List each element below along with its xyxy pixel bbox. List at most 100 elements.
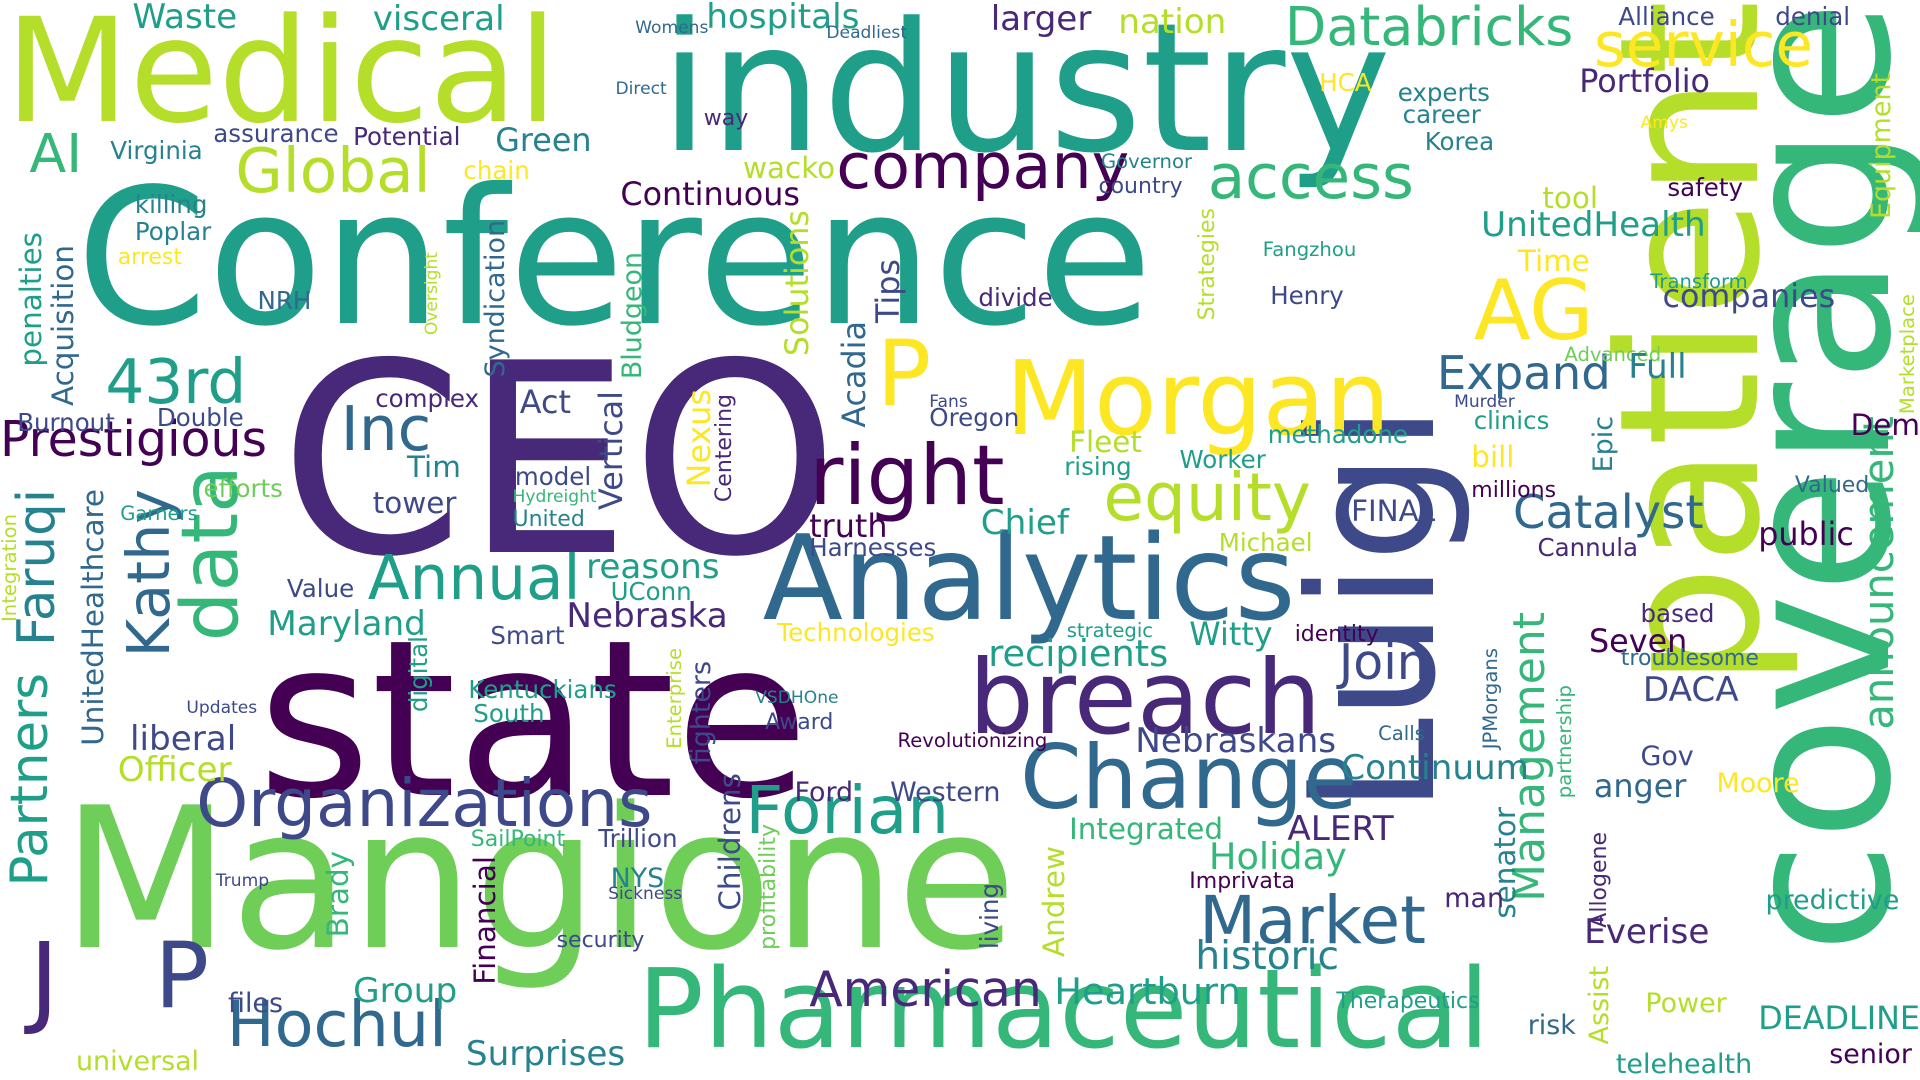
cloud-word: Pharmaceutical <box>637 945 1490 1073</box>
cloud-word: nation <box>1118 1 1227 42</box>
cloud-word: anger <box>1593 767 1687 805</box>
cloud-word: files <box>228 987 283 1019</box>
cloud-word: Officer <box>117 750 232 791</box>
cloud-word: Murder <box>1454 391 1515 412</box>
cloud-word: chain <box>463 156 530 185</box>
cloud-word: announcement <box>1853 415 1903 730</box>
cloud-word: Continuous <box>620 175 800 213</box>
cloud-word: tower <box>372 486 457 521</box>
cloud-word: VSDHOne <box>755 687 839 708</box>
cloud-word: company <box>836 128 1130 203</box>
cloud-word: Equipment <box>1865 73 1897 220</box>
cloud-word: Prestigious <box>0 410 267 468</box>
cloud-word: Michael <box>1218 527 1313 557</box>
cloud-word: killing <box>134 190 208 220</box>
cloud-word: J <box>29 920 59 1038</box>
cloud-word: Integrated <box>1069 811 1224 846</box>
cloud-word: Garners <box>120 501 198 525</box>
cloud-word: predictive <box>1765 885 1900 916</box>
cloud-word: Group <box>353 970 458 1011</box>
cloud-word: Time <box>1517 244 1590 279</box>
cloud-word: Continuum <box>1341 748 1529 788</box>
cloud-word: Kentuckians <box>468 674 617 704</box>
cloud-word: Syndication <box>480 220 512 378</box>
cloud-word: Catalyst <box>1513 485 1704 540</box>
cloud-word: Therapeutics <box>1336 988 1480 1014</box>
cloud-word: Henry <box>1270 280 1344 310</box>
cloud-word: historic <box>1195 933 1340 979</box>
cloud-word: Annual <box>367 543 581 614</box>
cloud-word: telehealth <box>1615 1048 1753 1080</box>
cloud-word: Dem <box>1850 408 1920 442</box>
cloud-word: state <box>257 593 809 847</box>
cloud-word: bill <box>1471 439 1515 474</box>
cloud-word: Green <box>495 121 592 159</box>
cloud-word: P <box>154 924 210 1029</box>
cloud-word: Updates <box>186 697 258 718</box>
cloud-word: arrest <box>117 245 183 271</box>
cloud-word: Seven <box>1589 623 1688 661</box>
cloud-word: wacko <box>743 151 836 186</box>
cloud-word: Chief <box>980 503 1069 544</box>
cloud-word: United <box>512 506 585 532</box>
cloud-word: Nebraska <box>566 596 728 637</box>
cloud-word: visceral <box>372 0 505 40</box>
cloud-word: security <box>556 927 645 953</box>
cloud-word: Tips <box>870 259 907 324</box>
cloud-word: tool <box>1542 180 1599 215</box>
cloud-word: service <box>1593 9 1814 81</box>
cloud-word: Trump <box>215 871 270 892</box>
cloud-word: NYS <box>610 863 665 894</box>
cloud-word: Strategies <box>1194 207 1220 321</box>
cloud-word: reasons <box>586 547 720 588</box>
cloud-word: Harnesses <box>809 532 937 562</box>
cloud-word: Technologies <box>777 618 935 648</box>
cloud-word: Full <box>1628 346 1687 387</box>
cloud-word: Virginia <box>110 136 203 166</box>
cloud-word: Inc <box>340 393 432 465</box>
cloud-word: Childrens <box>713 773 747 911</box>
cloud-word: Centering <box>711 393 737 502</box>
cloud-word: ALERT <box>1287 809 1394 850</box>
cloud-word: troublesome <box>1620 646 1759 672</box>
cloud-word: Epic <box>1588 415 1620 473</box>
cloud-word: Databricks <box>1284 0 1574 58</box>
cloud-word: Acadia <box>835 320 873 428</box>
cloud-word: CEO <box>279 308 839 616</box>
cloud-word: digital <box>404 636 433 713</box>
cloud-word: career <box>1402 99 1481 129</box>
cloud-word: Governor <box>1101 149 1192 173</box>
cloud-word: Conference <box>76 149 1153 369</box>
cloud-word: Medical <box>4 0 558 156</box>
cloud-word: right <box>809 427 1005 525</box>
cloud-word: profitability <box>755 824 781 951</box>
cloud-word: FINAL <box>1351 493 1436 528</box>
cloud-word: Act <box>519 383 571 421</box>
cloud-word: Holiday <box>1208 835 1347 878</box>
cloud-word: Solutions <box>779 210 817 357</box>
cloud-word: Direct <box>615 78 667 99</box>
cloud-word: Transform <box>1650 269 1748 293</box>
cloud-word: millions <box>1471 477 1557 503</box>
cloud-word: Award <box>765 709 834 735</box>
cloud-word: model <box>514 461 592 491</box>
cloud-word: AG <box>1473 262 1594 360</box>
cloud-word: JPMorgans <box>1479 648 1503 750</box>
cloud-word: 43rd <box>105 347 247 419</box>
cloud-word: complex <box>375 383 480 413</box>
cloud-word: Cannula <box>1537 532 1639 562</box>
cloud-word: methadone <box>1267 420 1408 450</box>
cloud-word: country <box>1098 174 1183 200</box>
cloud-word: assurance <box>213 119 339 149</box>
cloud-word: denial <box>1775 1 1851 31</box>
cloud-word: South <box>473 699 545 729</box>
cloud-word: Witty <box>1189 615 1273 653</box>
cloud-word: Analytics <box>762 509 1296 647</box>
cloud-word: Join <box>1338 633 1428 691</box>
cloud-word: NRH <box>257 285 312 315</box>
cloud-word: Fans <box>929 391 968 412</box>
cloud-word: Marketplace <box>1895 293 1919 414</box>
cloud-word: UnitedHealth <box>1481 204 1706 245</box>
cloud-word: clinics <box>1473 405 1550 435</box>
